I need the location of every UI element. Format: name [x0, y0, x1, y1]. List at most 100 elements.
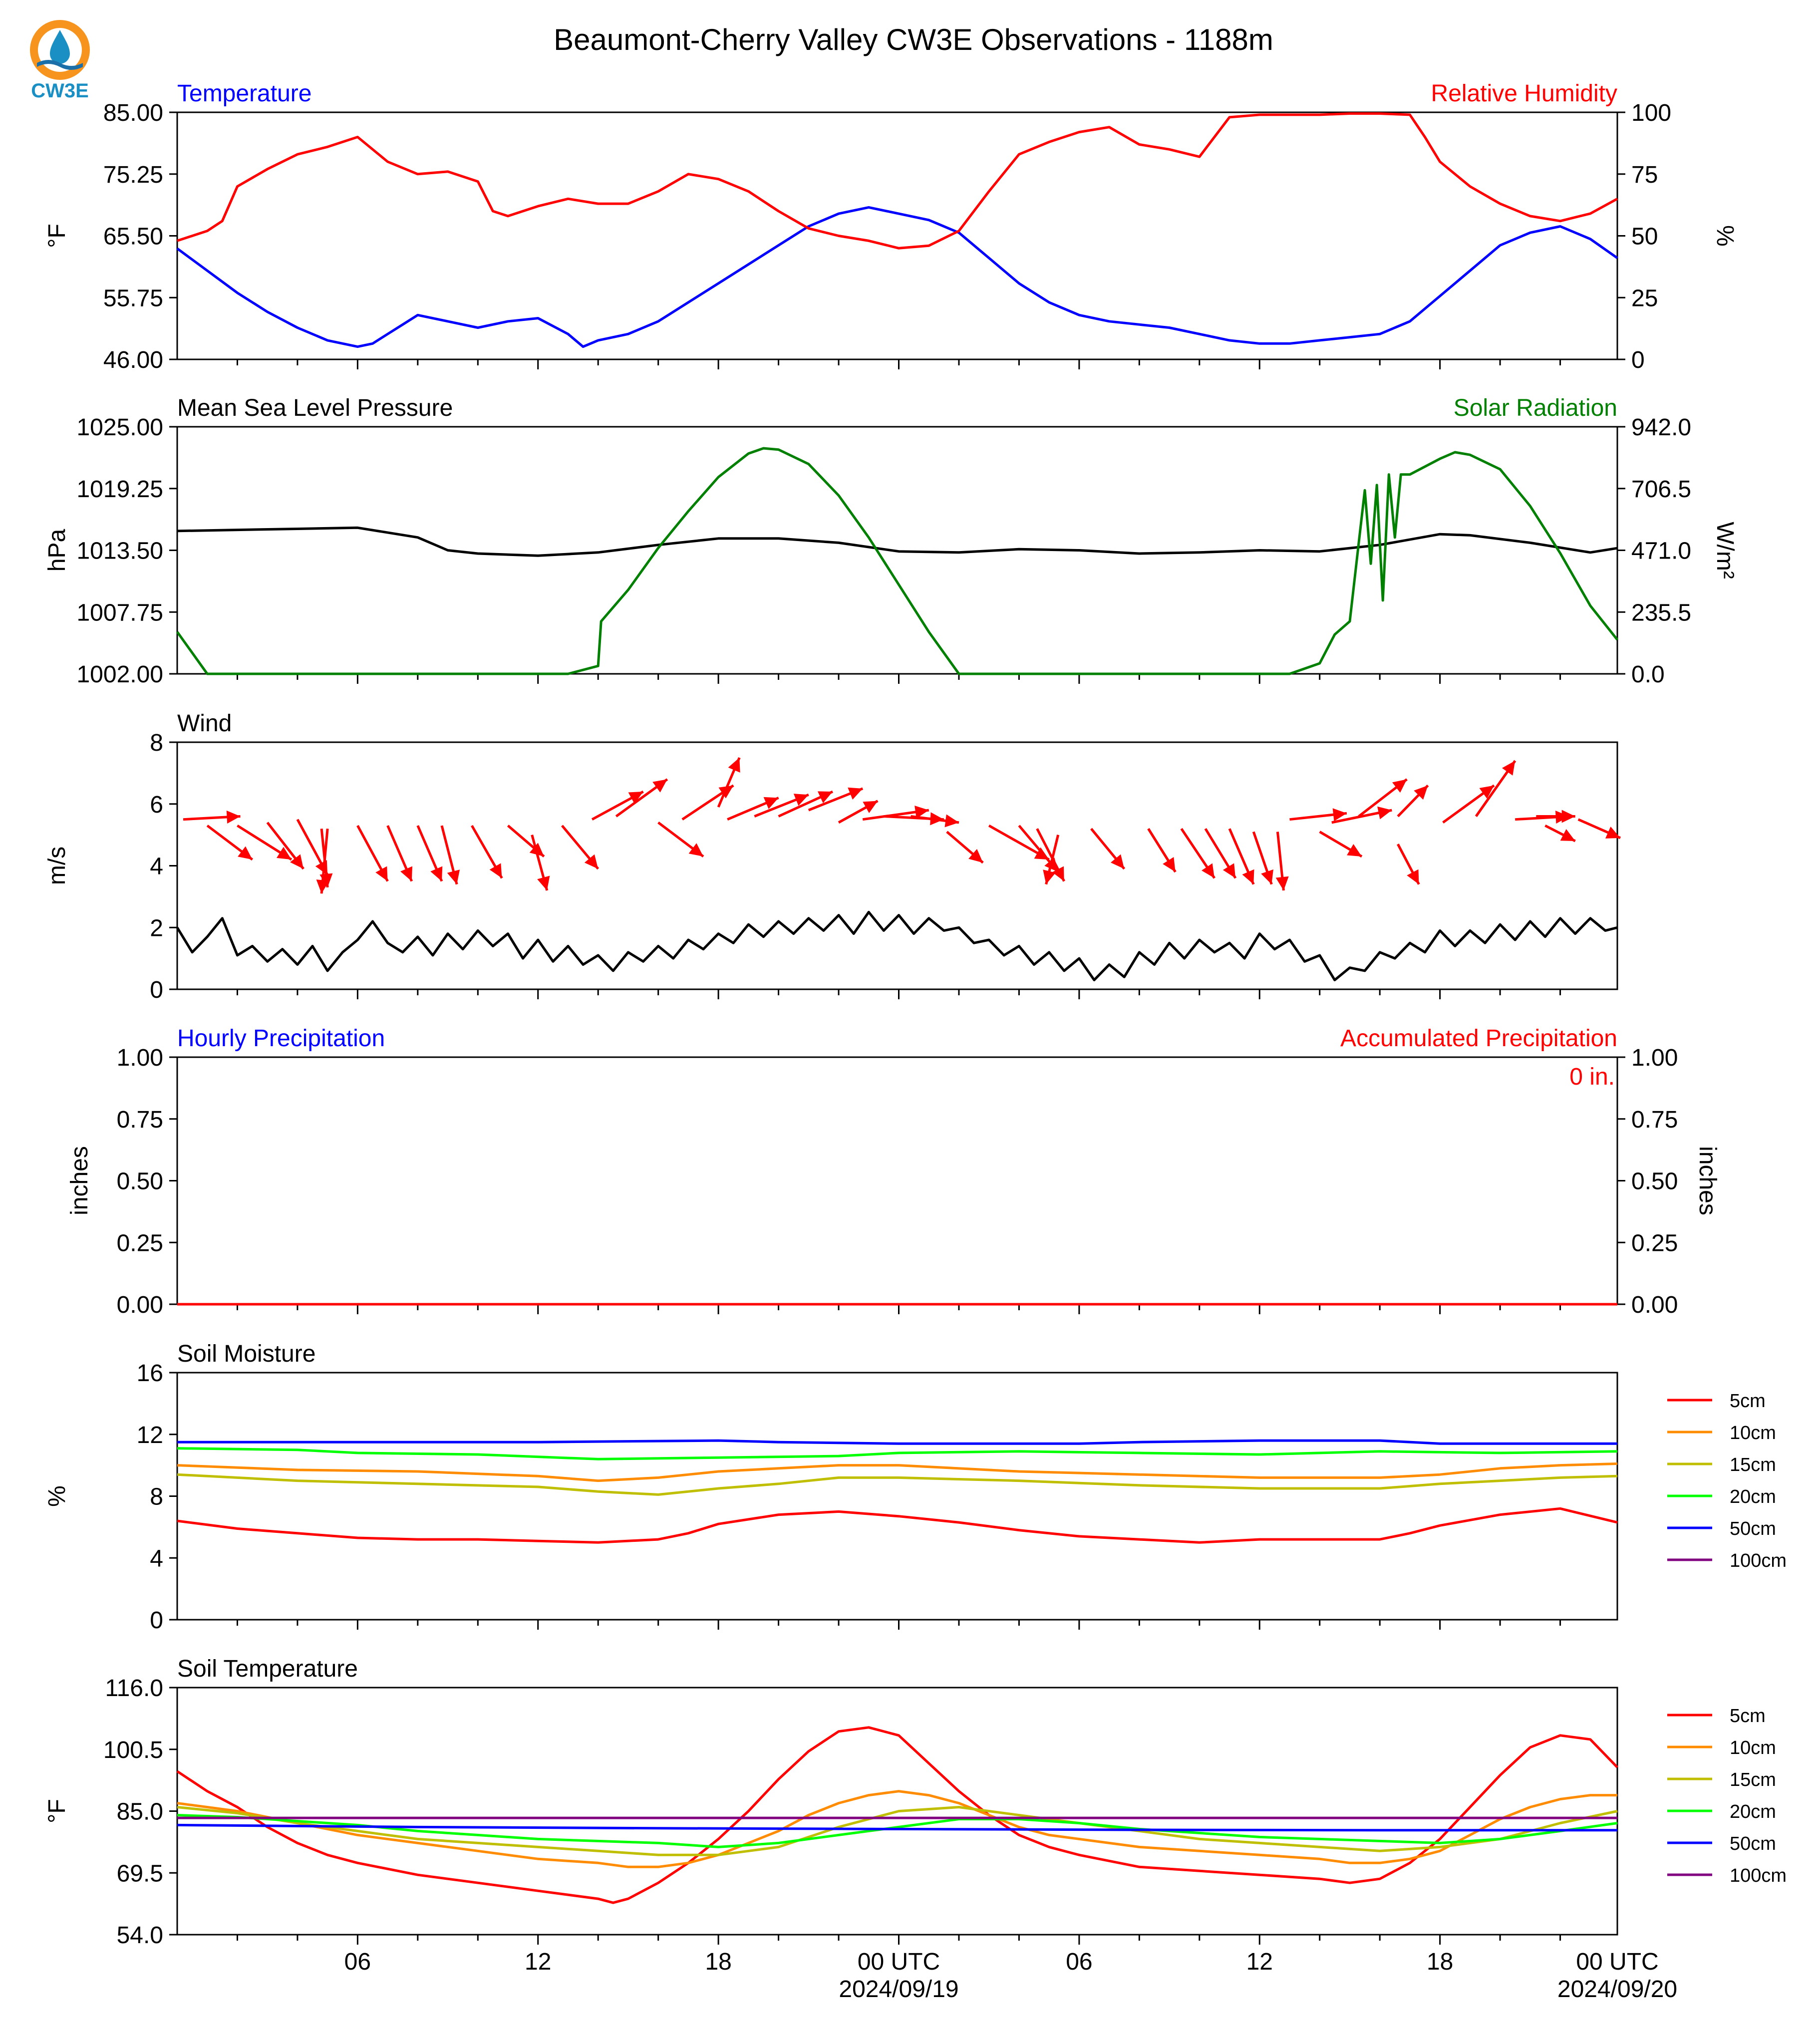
x-tick-label: 18	[705, 1949, 731, 1975]
panel-title-left: Soil Moisture	[177, 1341, 315, 1367]
y-tick-label-left: 100.5	[103, 1737, 163, 1763]
legend-label: 20cm	[1730, 1801, 1776, 1822]
wind-arrow-head	[1561, 810, 1575, 823]
wind-arrow-head	[1332, 808, 1347, 822]
wind-arrow-head	[1202, 863, 1214, 878]
y-tick-label-left: 0.00	[117, 1292, 163, 1318]
panel-soil_temp: Soil Temperature 116.0 100.5 85.0 69.5 54.0 °F	[44, 1656, 1618, 1949]
y-tick-label-left: 8	[150, 730, 163, 756]
series-soil_moisture-50cm	[177, 1439, 1618, 1445]
wind-arrow-head	[316, 879, 329, 894]
series-line	[176, 206, 1618, 348]
y-tick-label-left: 0	[150, 1607, 163, 1634]
y-tick-label-right: 100	[1631, 100, 1671, 126]
y-axis-label-left: inches	[66, 1146, 93, 1215]
y-tick-label-left: 69.5	[117, 1860, 163, 1887]
y-tick-label-left: 1002.00	[76, 661, 163, 688]
x-date-label: 2024/09/20	[1557, 1976, 1677, 2003]
y-tick-label-left: 116.0	[105, 1675, 163, 1702]
y-tick-label-left: 8	[150, 1484, 163, 1510]
series-soil_moisture-15cm	[177, 1473, 1618, 1496]
y-tick-label-left: 1.00	[117, 1045, 163, 1071]
legend-label: 100cm	[1730, 1865, 1787, 1886]
wind-arrow-head	[1392, 779, 1407, 793]
y-tick-label-left: 6	[150, 792, 163, 818]
y-tick-label-right: 235.5	[1631, 599, 1691, 626]
wind-arrow-head	[447, 869, 460, 884]
wind-arrow-head	[1347, 844, 1362, 857]
legend-label: 10cm	[1730, 1423, 1776, 1444]
x-tick-label: 00 UTC	[1576, 1949, 1658, 1975]
wind-arrow-head	[1052, 866, 1064, 881]
panel-soil_moisture: Soil Moisture 16 12 8 4 0%	[44, 1341, 1618, 1634]
x-tick-label: 12	[1246, 1949, 1273, 1975]
wind-arrow-head	[688, 843, 704, 857]
y-tick-label-left: 0.25	[117, 1230, 163, 1256]
cw3e-logo-text: CW3E	[31, 80, 89, 102]
wind-arrow-head	[763, 797, 779, 809]
panel-precip: Hourly Precipitation Accumulated Precipit…	[66, 1025, 1721, 1318]
wind-arrow-head	[1242, 869, 1254, 884]
series-line	[177, 1507, 1618, 1544]
wind-arrow-head	[848, 787, 863, 800]
wind-arrow-head	[863, 801, 878, 814]
wind-arrow-head	[1479, 785, 1495, 799]
wind-arrow-head	[1502, 761, 1516, 776]
wind-arrow-head	[1407, 869, 1419, 884]
wind-arrow-head	[1163, 857, 1176, 872]
y-tick-label-right: 0.00	[1631, 1292, 1678, 1318]
panel-temperature: Temperature Relative Humidity 85.00 75.25 65…	[44, 80, 1738, 373]
panel-title-left: Soil Temperature	[177, 1656, 358, 1682]
y-tick-label-left: 1007.75	[76, 599, 163, 626]
y-axis-label-left: hPa	[44, 529, 70, 572]
cw3e-logo-icon: CW3E	[30, 20, 90, 102]
panel-frame	[176, 111, 1618, 360]
y-axis-label-right: W/m²	[1712, 522, 1738, 579]
wind-arrow-head	[793, 794, 809, 806]
panels-group: Temperature Relative Humidity85.0075.2565…	[44, 80, 1787, 2003]
wind-arrow-head	[430, 866, 443, 881]
wind-arrow-head	[944, 814, 959, 828]
legend-label: 50cm	[1730, 1518, 1776, 1539]
y-tick-label-left: 12	[137, 1422, 163, 1449]
wind-arrow-head	[628, 792, 643, 804]
panel-title-right: Accumulated Precipitation	[1340, 1025, 1617, 1052]
y-axis-label-right: inches	[1694, 1146, 1721, 1215]
series-soil_moisture-20cm	[177, 1447, 1618, 1460]
x-date-label: 2024/09/19	[839, 1976, 958, 2003]
panel-title-right: Solar Radiation	[1454, 395, 1617, 421]
wind-arrow-head	[1560, 829, 1575, 841]
y-tick-label-left: 1013.50	[76, 538, 163, 565]
y-tick-label-right: 1.00	[1631, 1045, 1678, 1071]
wind-arrow-head	[1377, 806, 1392, 820]
panel-frame	[176, 1056, 1618, 1305]
series-wind-wind-vectors	[183, 757, 1621, 894]
wind-arrow-head	[1605, 826, 1621, 839]
wind-arrow-head	[1222, 863, 1236, 878]
legend-soil_moisture: 5cm 10cm 15cm 20cm 50cm 100cm	[1667, 1391, 1787, 1571]
series-line	[176, 1726, 1618, 1904]
wind-arrow-head	[277, 847, 292, 860]
wind-arrow-head	[584, 854, 599, 869]
panel-title-left: Hourly Precipitation	[177, 1025, 385, 1052]
figure-title: Beaumont-Cherry Valley CW3E Observations…	[554, 23, 1273, 56]
y-tick-label-left: 4	[150, 854, 163, 880]
y-tick-label-right: 471.0	[1631, 538, 1691, 565]
wind-arrow-head	[1414, 785, 1428, 800]
y-tick-label-right: 0	[1631, 347, 1645, 373]
y-axis-label-right: %	[1712, 225, 1738, 247]
series-pressure-mean-sea-level-pressure	[177, 526, 1618, 557]
series-temperature-temperature	[176, 206, 1618, 348]
y-tick-label-right: 0.25	[1631, 1230, 1678, 1256]
y-tick-label-right: 75	[1631, 162, 1658, 188]
wind-arrow-head	[652, 779, 667, 793]
y-tick-label-left: 1019.25	[76, 476, 163, 503]
wind-arrow-head	[489, 863, 502, 878]
wind-arrow-head	[914, 805, 929, 819]
y-tick-label-left: 75.25	[103, 162, 163, 188]
y-tick-label-left: 85.00	[103, 100, 163, 126]
y-tick-label-right: 25	[1631, 285, 1658, 311]
wind-arrow-head	[1110, 854, 1125, 869]
series-soil_moisture-10cm	[177, 1462, 1618, 1482]
